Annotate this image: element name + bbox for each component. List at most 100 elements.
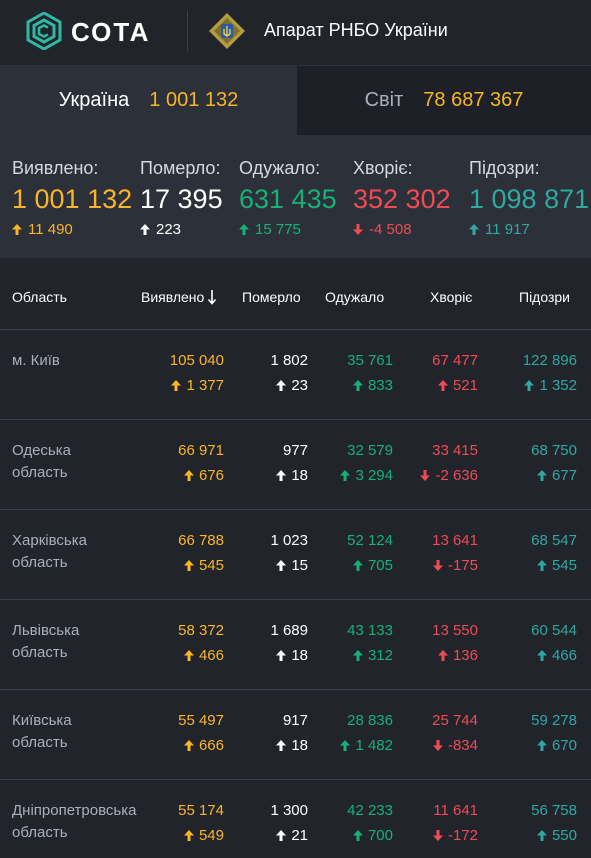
brand-name[interactable]: СОТА — [71, 17, 151, 47]
tab-ukraine[interactable]: Україна 1 001 132 — [0, 66, 297, 135]
column-header-deaths[interactable]: Померло — [242, 289, 301, 305]
suspected-delta: 677 — [536, 467, 577, 484]
table-row[interactable]: Дніпропетровська область 55 174 549 1 300 21… — [0, 780, 591, 858]
sota-logo-icon[interactable] — [26, 12, 62, 50]
recovered-delta: 1 482 — [340, 737, 393, 754]
arrow-up-icon — [469, 224, 479, 235]
summary-delta: 11 917 — [469, 221, 589, 238]
table-row[interactable]: Харківська область 66 788 545 1 023 15 52 124… — [0, 510, 591, 600]
deaths-delta: 18 — [276, 737, 308, 754]
arrow-up-icon — [183, 650, 194, 661]
tab-world[interactable]: Світ 78 687 367 — [297, 66, 591, 135]
arrow-up-icon — [276, 470, 287, 481]
suspected-delta-value: 677 — [551, 467, 577, 484]
detected-delta-value: 466 — [198, 647, 224, 664]
recovered-delta-value: 700 — [367, 827, 393, 844]
tab-ukraine-label: Україна — [58, 89, 130, 111]
region-name[interactable]: Дніпропетровська область — [12, 802, 137, 841]
suspected-delta-value: 545 — [551, 557, 577, 574]
deaths-delta: 23 — [276, 377, 308, 394]
summary-label: Померло: — [140, 158, 221, 178]
column-header-detected[interactable]: Виявлено — [141, 289, 217, 305]
deaths-delta: 21 — [276, 827, 308, 844]
sick-delta: 521 — [437, 377, 478, 394]
detected-delta-value: 666 — [198, 737, 224, 754]
arrow-up-icon — [340, 740, 351, 751]
table-row[interactable]: Одеська область 66 971 676 977 18 32 579 3 294… — [0, 420, 591, 510]
suspected-delta-value: 466 — [551, 647, 577, 664]
column-header-sick[interactable]: Хворіє — [430, 289, 473, 305]
sick-delta-value: -175 — [447, 557, 478, 574]
header-divider — [187, 11, 188, 51]
arrow-up-icon — [536, 470, 547, 481]
arrow-up-icon — [536, 740, 547, 751]
arrow-up-icon — [352, 560, 363, 571]
detected-value: 66 788 — [178, 532, 224, 549]
arrow-up-icon — [437, 380, 448, 391]
deaths-value: 917 — [282, 712, 308, 729]
summary-value: 631 435 — [239, 184, 337, 214]
arrow-up-icon — [340, 470, 351, 481]
table-header: Область Виявлено Померло Одужало Хворіє … — [0, 258, 591, 330]
suspected-value: 56 758 — [531, 802, 577, 819]
recovered-delta: 705 — [352, 557, 393, 574]
detected-value: 55 497 — [178, 712, 224, 729]
arrow-down-icon — [432, 740, 443, 751]
deaths-delta: 15 — [276, 557, 308, 574]
organization-name: Апарат РНБО України — [264, 20, 448, 40]
suspected-value: 68 547 — [531, 532, 577, 549]
recovered-delta-value: 833 — [367, 377, 393, 394]
summary-deaths: Померло: 17 395 223 — [140, 158, 223, 238]
region-name[interactable]: Харківська область — [12, 532, 87, 571]
arrow-up-icon — [239, 224, 249, 235]
recovered-value: 43 133 — [347, 622, 393, 639]
summary-delta-value: -4 508 — [369, 221, 412, 238]
deaths-delta: 18 — [276, 467, 308, 484]
detected-delta: 1 377 — [171, 377, 224, 394]
arrow-up-icon — [352, 380, 363, 391]
suspected-delta-value: 1 352 — [539, 377, 577, 394]
suspected-delta: 466 — [536, 647, 577, 664]
suspected-value: 59 278 — [531, 712, 577, 729]
arrow-down-icon — [432, 830, 443, 841]
deaths-value: 1 689 — [270, 622, 308, 639]
arrow-up-icon — [536, 830, 547, 841]
detected-value: 66 971 — [178, 442, 224, 459]
arrow-up-icon — [276, 380, 287, 391]
summary-label: Одужало: — [239, 158, 321, 178]
arrow-up-icon — [276, 740, 287, 751]
summary-recovered: Одужало: 631 435 15 775 — [239, 158, 337, 238]
deaths-delta-value: 21 — [291, 827, 308, 844]
suspected-value: 60 544 — [531, 622, 577, 639]
sick-value: 33 415 — [432, 442, 478, 459]
arrow-up-icon — [183, 740, 194, 751]
column-header-suspected[interactable]: Підозри — [519, 289, 570, 305]
suspected-delta-value: 550 — [551, 827, 577, 844]
arrow-up-icon — [183, 560, 194, 571]
detected-delta: 666 — [183, 737, 224, 754]
column-header-region[interactable]: Область — [12, 289, 67, 305]
detected-value: 105 040 — [169, 352, 224, 369]
table-row[interactable]: м. Київ 105 040 1 377 1 802 23 35 761 833 67 47… — [0, 330, 591, 420]
sick-delta-value: -172 — [447, 827, 478, 844]
column-header-recovered[interactable]: Одужало — [325, 289, 385, 305]
region-name[interactable]: Львівська область — [12, 622, 80, 661]
summary-detected: Виявлено: 1 001 132 11 490 — [12, 158, 132, 238]
detected-delta: 549 — [183, 827, 224, 844]
suspected-delta: 545 — [536, 557, 577, 574]
table-row[interactable]: Київська область 55 497 666 917 18 28 836 1 48… — [0, 690, 591, 780]
summary-delta: 15 775 — [239, 221, 337, 238]
summary-sick: Хворіє: 352 302 -4 508 — [353, 158, 451, 238]
region-name[interactable]: Одеська область — [12, 442, 71, 481]
sick-delta: -2 636 — [420, 467, 478, 484]
deaths-delta-value: 15 — [291, 557, 308, 574]
summary-label: Виявлено: — [12, 158, 99, 178]
region-name[interactable]: м. Київ — [12, 352, 60, 369]
region-name[interactable]: Київська область — [12, 712, 72, 751]
detected-delta-value: 549 — [198, 827, 224, 844]
table-row[interactable]: Львівська область 58 372 466 1 689 18 43 133 3… — [0, 600, 591, 690]
recovered-value: 42 233 — [347, 802, 393, 819]
deaths-delta-value: 23 — [291, 377, 308, 394]
summary-label: Хворіє: — [353, 158, 413, 178]
arrow-down-icon — [420, 470, 431, 481]
